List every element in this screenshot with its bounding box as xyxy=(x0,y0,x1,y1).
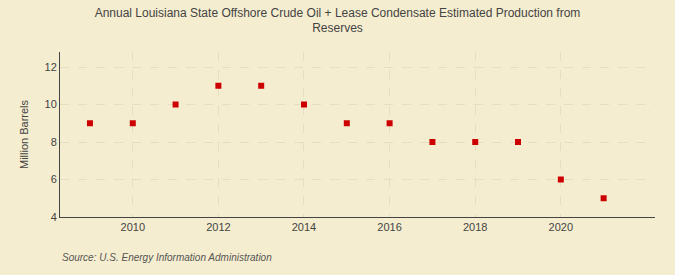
svg-text:8: 8 xyxy=(51,136,57,148)
svg-text:Annual Louisiana State Offshor: Annual Louisiana State Offshore Crude Oi… xyxy=(95,6,581,36)
svg-text:2016: 2016 xyxy=(377,221,401,233)
svg-text:4: 4 xyxy=(51,211,57,223)
svg-text:2010: 2010 xyxy=(121,221,145,233)
svg-text:10: 10 xyxy=(45,98,57,110)
svg-text:2014: 2014 xyxy=(292,221,316,233)
svg-text:2012: 2012 xyxy=(206,221,230,233)
svg-text:6: 6 xyxy=(51,173,57,185)
svg-text:Million Barrels: Million Barrels xyxy=(18,99,30,169)
svg-text:Source: U.S. Energy Informatio: Source: U.S. Energy Information Administ… xyxy=(62,252,272,263)
svg-text:12: 12 xyxy=(45,61,57,73)
svg-text:2020: 2020 xyxy=(549,221,573,233)
svg-text:2018: 2018 xyxy=(463,221,487,233)
